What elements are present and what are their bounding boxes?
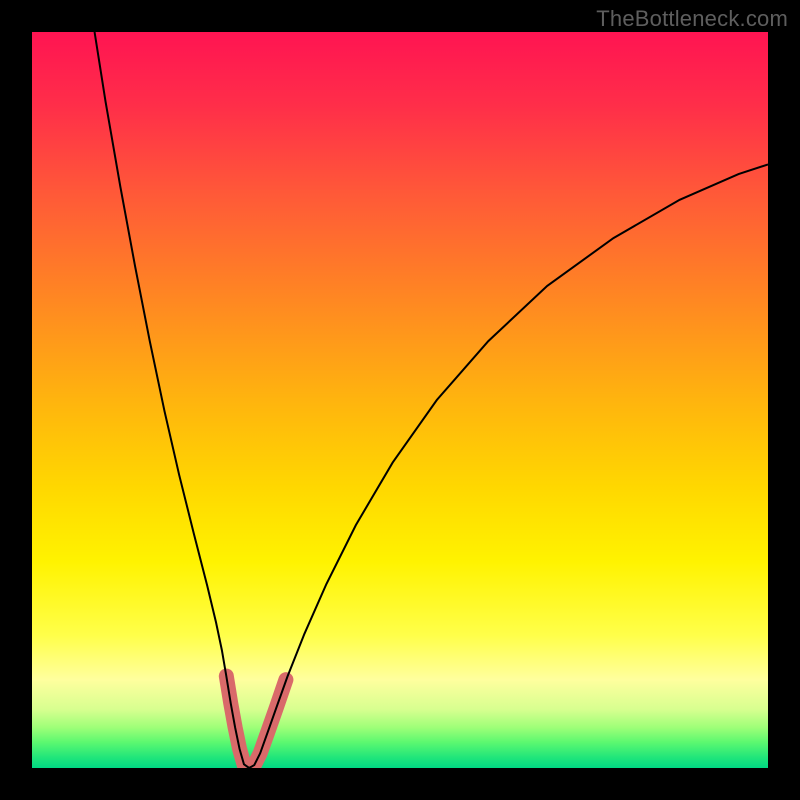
watermark-text: TheBottleneck.com: [596, 6, 788, 32]
chart-svg: [32, 32, 768, 768]
chart-plot-area: [32, 32, 768, 768]
chart-background: [32, 32, 768, 768]
